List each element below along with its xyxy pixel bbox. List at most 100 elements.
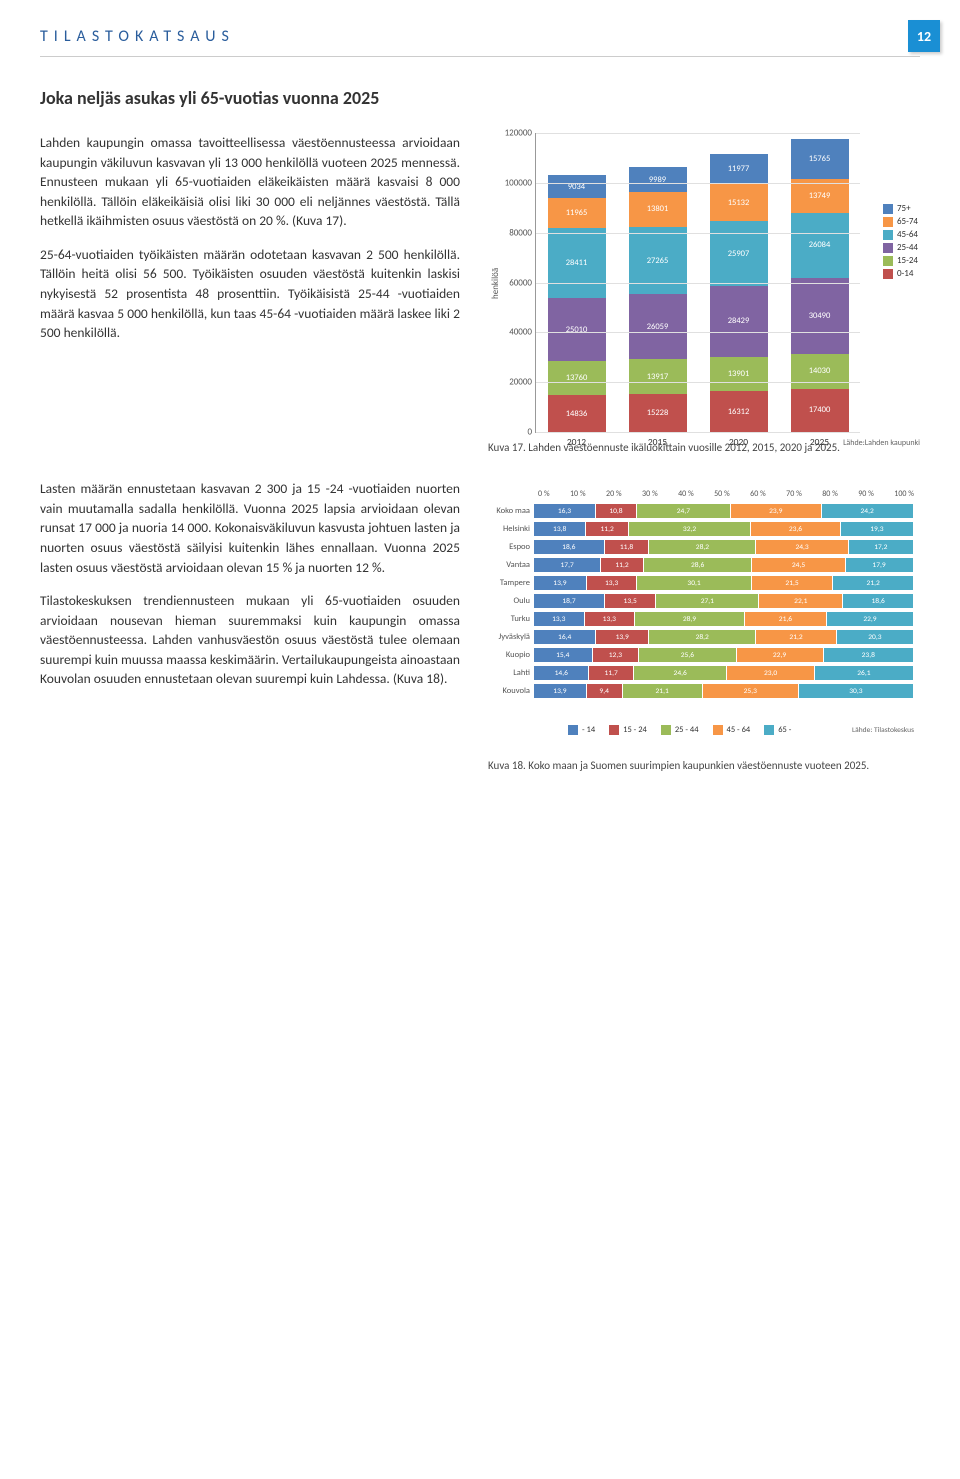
chart2-segment: 21,2: [833, 576, 914, 590]
chart2-row-bar: 18,611,828,224,317,2: [534, 540, 914, 554]
chart2-segment: 23,6: [751, 522, 841, 536]
chart1-segment: 25010: [548, 298, 606, 360]
upper-text-column: Lahden kaupungin omassa tavoitteellisess…: [40, 133, 460, 455]
chart2-segment: 13,3: [534, 612, 585, 626]
chart2-row: Oulu18,713,527,122,118,6: [538, 593, 914, 609]
chart2-segment: 27,1: [656, 594, 759, 608]
chart2-segment: 17,2: [849, 540, 914, 554]
chart2-segment: 13,9: [534, 684, 587, 698]
chart1-xlabels: 2012201520202025: [536, 436, 860, 448]
chart2-segment: 23,0: [727, 666, 814, 680]
chart1-segment: 27265: [629, 227, 687, 295]
chart2-row-bar: 13,913,330,121,521,2: [534, 576, 914, 590]
chart2-legend-item: 45 - 64: [713, 725, 751, 735]
chart1-legend-label: 65-74: [897, 216, 918, 227]
chart2-segment: 16,3: [534, 504, 596, 518]
chart2-segment: 25,3: [703, 684, 799, 698]
chart2-segment: 11,7: [589, 666, 633, 680]
chart1-legend-swatch: [883, 230, 893, 240]
chart2-segment: 26,1: [815, 666, 914, 680]
chart2-row-bar: 16,310,824,723,924,2: [534, 504, 914, 518]
chart2-xtick: 60 %: [750, 489, 766, 499]
chart1-segment: 30490: [791, 278, 849, 354]
chart1-segment: 26084: [791, 213, 849, 278]
chart2-row-bar: 14,611,724,623,026,1: [534, 666, 914, 680]
chart2-segment: 24,5: [752, 558, 845, 572]
chart1-segment: 9034: [548, 175, 606, 198]
chart2-row: Koko maa16,310,824,723,924,2: [538, 503, 914, 519]
chart2-segment: 18,6: [534, 540, 605, 554]
chart2-segment: 14,6: [534, 666, 589, 680]
page-number-badge: 12: [908, 20, 940, 52]
main-title: Joka neljäs asukas yli 65-vuotias vuonna…: [40, 87, 920, 109]
chart1-xlabel: 2015: [629, 436, 687, 448]
header-title: TILASTOKATSAUS: [40, 27, 235, 46]
chart1-plot: 1483613760250102841111965903415228139172…: [535, 133, 860, 433]
chart2-segment: 9,4: [587, 684, 623, 698]
chart2-xtick: 100 %: [894, 489, 914, 499]
chart1-segment: 26059: [629, 294, 687, 359]
chart2-segment: 13,3: [587, 576, 638, 590]
chart2-row-bar: 13,313,328,921,622,9: [534, 612, 914, 626]
chart2-segment: 13,8: [534, 522, 586, 536]
chart1-legend-label: 45-64: [897, 229, 918, 240]
chart2-segment: 21,2: [756, 630, 837, 644]
chart1-segment: 16312: [710, 391, 768, 432]
chart1-segment: 15132: [710, 184, 768, 222]
chart2-row: Lahti14,611,724,623,026,1: [538, 665, 914, 681]
chart2-row: Espoo18,611,828,224,317,2: [538, 539, 914, 555]
chart2-segment: 30,1: [637, 576, 751, 590]
chart2-row-label: Lahti: [488, 668, 534, 678]
chart2-xtick: 30 %: [642, 489, 658, 499]
chart1-legend-item: 45-64: [883, 229, 918, 240]
chart2-segment: 28,9: [635, 612, 745, 626]
chart2-segment: 18,7: [534, 594, 605, 608]
chart2-segment: 18,6: [843, 594, 914, 608]
chart1-ytick: 120000: [498, 128, 532, 139]
chart2-segment: 10,8: [596, 504, 637, 518]
chart2-segment: 20,3: [837, 630, 914, 644]
paragraph: Lahden kaupungin omassa tavoitteellisess…: [40, 133, 460, 231]
chart2-row-bar: 13,99,421,125,330,3: [534, 684, 914, 698]
chart2-segment: 22,9: [737, 648, 824, 662]
chart1-gridline: [536, 283, 860, 284]
chart2-segment: 11,2: [601, 558, 644, 572]
chart1-legend-label: 25-44: [897, 242, 918, 253]
chart2-row: Kouvola13,99,421,125,330,3: [538, 683, 914, 699]
chart2-legend-swatch: [568, 725, 578, 735]
chart2-row-bar: 15,412,325,622,923,8: [534, 648, 914, 662]
chart2-legend-label: 15 - 24: [623, 725, 647, 735]
chart1-xlabel: 2020: [710, 436, 768, 448]
chart2-segment: 22,1: [759, 594, 843, 608]
chart2-row-label: Tampere: [488, 578, 534, 588]
chart1-segment: 11965: [548, 198, 606, 228]
chart1-segment: 11977: [710, 154, 768, 184]
chart1-legend-swatch: [883, 269, 893, 279]
chart1-legend-swatch: [883, 204, 893, 214]
chart2-segment: 28,2: [649, 540, 756, 554]
chart2-legend-swatch: [609, 725, 619, 735]
chart2-wrap: 0 %10 %20 %30 %40 %50 %60 %70 %80 %90 %1…: [488, 479, 920, 751]
chart1-source: Lähde:Lahden kaupunki: [843, 438, 920, 448]
chart1-gridline: [536, 183, 860, 184]
chart1-gridline: [536, 133, 860, 134]
chart2-row: Tampere13,913,330,121,521,2: [538, 575, 914, 591]
chart1-segment: 14030: [791, 354, 849, 389]
chart2-row-label: Helsinki: [488, 524, 534, 534]
chart1-ytick: 0: [498, 427, 532, 438]
chart1-segment: 28429: [710, 286, 768, 357]
chart1-segment: 17400: [791, 389, 849, 432]
chart2-segment: 11,2: [586, 522, 629, 536]
chart2-segment: 21,5: [752, 576, 834, 590]
chart2-segment: 28,2: [649, 630, 756, 644]
chart2-xtick: 70 %: [786, 489, 802, 499]
chart1-legend-label: 0-14: [897, 268, 913, 279]
chart2-segment: 22,9: [827, 612, 914, 626]
chart1-legend-label: 15-24: [897, 255, 918, 266]
chart1-legend-item: 0-14: [883, 268, 918, 279]
chart2-legend-label: 45 - 64: [727, 725, 751, 735]
paragraph: Lasten määrän ennustetaan kasvavan 2 300…: [40, 479, 460, 577]
chart1-segment: 25907: [710, 221, 768, 286]
chart1-legend-item: 65-74: [883, 216, 918, 227]
chart1-ytick: 20000: [498, 377, 532, 388]
